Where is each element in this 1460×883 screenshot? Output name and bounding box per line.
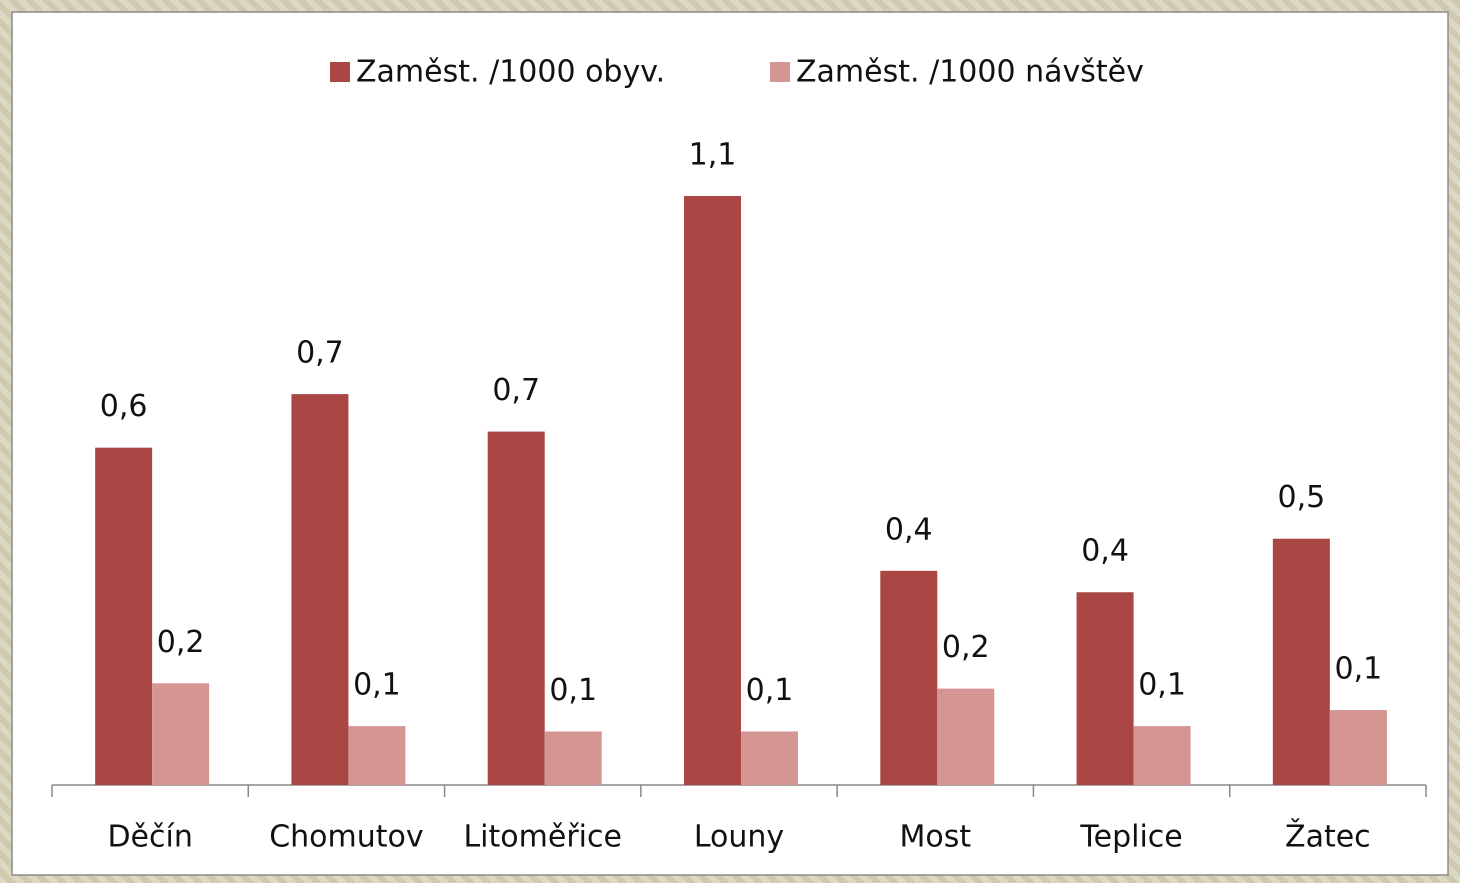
data-label: 0,1	[746, 673, 794, 708]
legend-swatch	[330, 62, 350, 82]
legend-label: Zaměst. /1000 návštěv	[796, 55, 1144, 90]
data-label: 0,1	[549, 673, 597, 708]
legend-swatch	[770, 62, 790, 82]
legend-label: Zaměst. /1000 obyv.	[356, 55, 665, 90]
data-label: 0,6	[100, 389, 148, 424]
bar	[937, 688, 995, 785]
x-tick-label: Chomutov	[269, 820, 423, 855]
bar	[95, 447, 153, 785]
data-label: 0,1	[1138, 668, 1186, 703]
data-label: 0,7	[296, 336, 344, 371]
data-label: 0,2	[157, 625, 205, 660]
bar	[1076, 592, 1134, 785]
x-tick-label: Žatec	[1285, 819, 1371, 855]
bar	[684, 196, 741, 785]
x-tick-label: Louny	[694, 820, 784, 855]
x-tick-label: Most	[899, 820, 971, 855]
data-label: 0,5	[1277, 480, 1325, 515]
data-label: 0,7	[492, 373, 540, 408]
data-label: 0,4	[1081, 534, 1129, 569]
data-label: 0,4	[885, 512, 933, 547]
bar	[1329, 710, 1387, 785]
x-tick-label: Děčín	[107, 820, 192, 855]
data-label: 0,1	[353, 668, 401, 703]
data-label: 0,1	[1334, 652, 1382, 687]
data-label: 1,1	[689, 138, 737, 173]
bar	[1272, 538, 1330, 785]
bar	[487, 431, 545, 785]
x-tick-label: Teplice	[1079, 820, 1182, 855]
data-label: 0,2	[942, 630, 990, 665]
x-tick-label: Litoměřice	[463, 820, 621, 855]
bar	[544, 731, 602, 785]
bar	[741, 731, 798, 785]
bar	[348, 726, 406, 785]
bar	[291, 394, 349, 785]
bar	[1133, 726, 1191, 785]
bar	[152, 683, 210, 785]
bar	[880, 570, 938, 785]
